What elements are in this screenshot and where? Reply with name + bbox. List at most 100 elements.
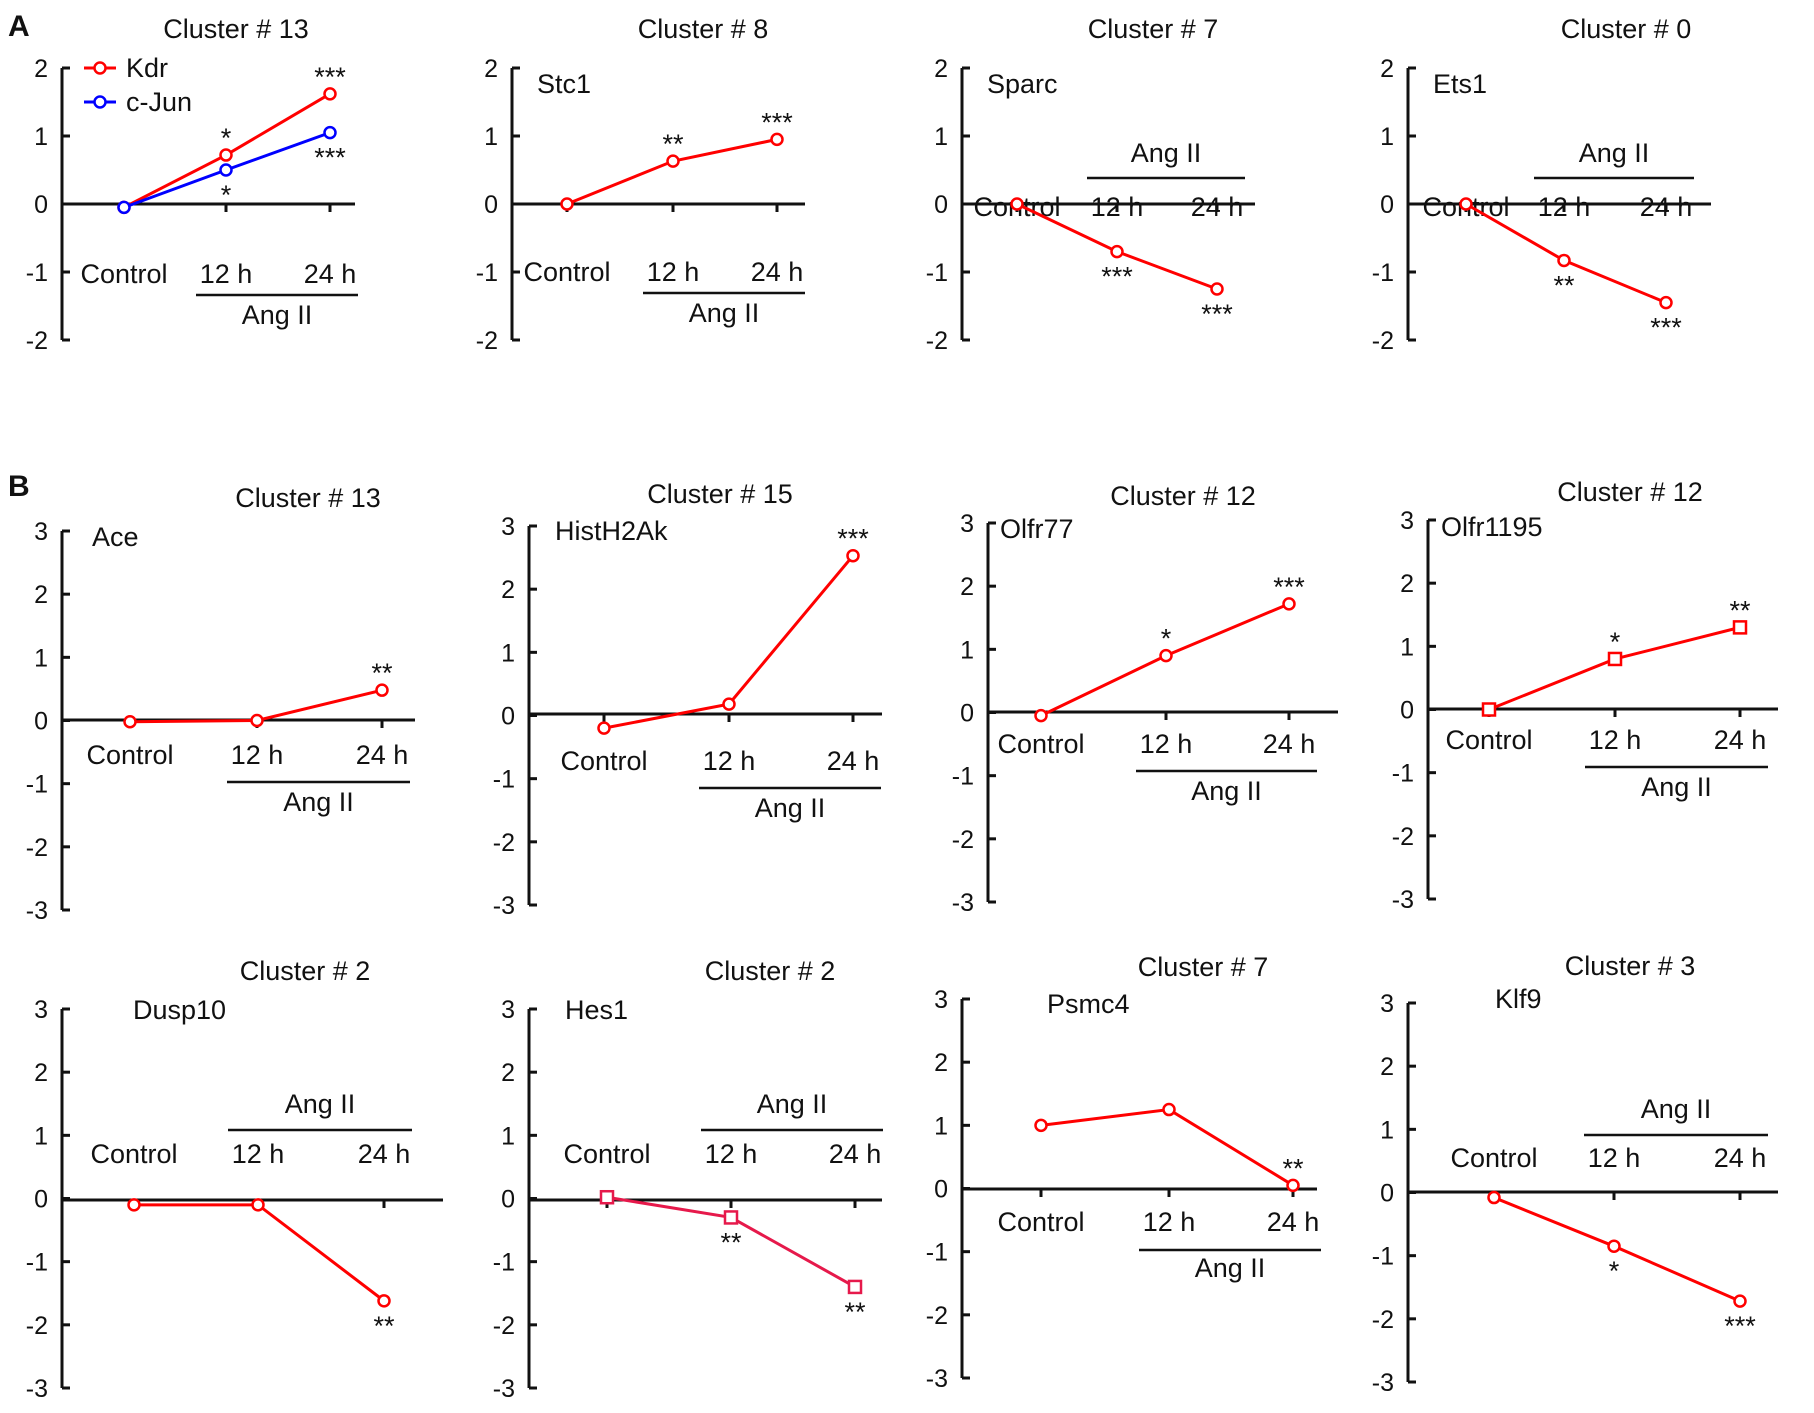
significance-marker: ** [1729,595,1751,625]
gene-label: Ace [92,522,139,552]
x-category-label: 12 h [1091,192,1144,222]
data-point [666,154,680,168]
x-category-label: Control [563,1139,650,1169]
y-tick-label: -3 [26,1375,48,1403]
data-point [599,1189,615,1205]
data-point [1733,1294,1747,1308]
x-category-label: 12 h [703,746,756,776]
y-tick-label: -3 [493,892,515,920]
y-tick-label: 3 [34,996,48,1024]
significance-marker: * [1161,624,1172,654]
x-category-label: 24 h [1263,729,1316,759]
y-tick-label: 3 [501,996,515,1024]
data-point [1162,1102,1176,1117]
y-tick-label: -2 [26,834,48,862]
x-category-label: 12 h [1143,1207,1196,1237]
y-tick-label: 2 [1380,55,1394,83]
x-category-label: Control [90,1139,177,1169]
data-point [770,132,784,147]
chart-title: Cluster # 13 [235,483,381,513]
significance-marker: *** [314,62,346,92]
significance-marker: *** [761,107,793,137]
y-tick-label: 0 [1380,191,1394,219]
y-tick-label: 3 [501,513,515,541]
significance-marker: *** [314,143,346,173]
y-tick-label: -3 [926,1365,948,1393]
data-point [123,715,137,729]
data-point [847,1279,863,1295]
treatment-bracket-label: Ang II [1131,138,1202,168]
x-category-label: 12 h [1538,192,1591,222]
x-category-label: 24 h [356,740,409,770]
x-category-label: Control [997,729,1084,759]
significance-marker: * [221,180,232,210]
x-category-label: Control [997,1207,1084,1237]
treatment-bracket-label: Ang II [689,298,760,328]
y-tick-label: -1 [926,1239,948,1267]
chart-title: Cluster # 15 [647,479,793,509]
y-tick-label: 1 [501,639,515,667]
y-tick-label: -2 [493,1312,515,1340]
chart-panel-1: 2 1 0 -1 -2 Cluster # 13 Control 12 h 24 h Ang II… [26,14,358,355]
y-tick-label: -1 [1372,1243,1394,1271]
data-point [1159,648,1173,663]
x-category-label: 12 h [200,259,253,289]
y-tick-label: -2 [493,829,515,857]
x-category-label: 12 h [647,257,700,287]
gene-label: Dusp10 [133,995,226,1025]
data-point [1557,253,1571,268]
y-tick-label: -2 [1372,327,1394,355]
y-tick-label: -1 [26,1249,48,1277]
y-tick-label: -2 [926,1302,948,1330]
x-category-label: 24 h [1640,192,1693,222]
gene-label: Sparc [987,69,1058,99]
chart-title: Cluster # 12 [1557,477,1703,507]
y-tick-label: -3 [1372,1369,1394,1397]
chart-panel-12: 3 2 1 0 -1 -2 -3 Cluster # 3 Klf9 Control 12 h 24 h… [1372,951,1778,1397]
significance-marker: *** [1724,1311,1756,1341]
treatment-bracket-label: Ang II [285,1089,356,1119]
treatment-bracket-label: Ang II [757,1089,828,1119]
significance-marker: ** [1282,1153,1304,1183]
panel-label-b: B [8,470,30,503]
data-point [375,683,389,697]
significance-marker: *** [1101,262,1133,292]
data-point [127,1198,141,1212]
y-tick-label: 0 [501,1186,515,1214]
y-tick-label: 2 [960,573,974,601]
significance-marker: ** [371,658,393,688]
y-tick-label: 1 [960,636,974,664]
significance-marker: ** [662,129,684,159]
panel-label-a: A [8,10,30,43]
y-tick-label: 2 [34,1059,48,1087]
chart-title: Cluster # 13 [163,14,309,44]
x-category-label: Control [1445,725,1532,755]
chart-panel-8: 3 2 1 0 -1 -2 -3 Cluster # 12 Olfr1195 Control 12 … [1392,477,1778,914]
y-tick-label: 2 [934,55,948,83]
legend: Kdr c-Jun [84,53,192,117]
legend-label: Kdr [126,53,168,83]
y-tick-label: -3 [952,889,974,917]
x-category-label: Control [523,257,610,287]
y-tick-label: 3 [934,986,948,1014]
data-point [1210,282,1224,296]
y-tick-label: 1 [1380,123,1394,151]
y-tick-label: -2 [476,327,498,355]
legend-label: c-Jun [126,87,192,117]
data-point [377,1294,391,1308]
y-tick-label: 2 [484,55,498,83]
chart-panel-9: 3 2 1 0 -1 -2 -3 Cluster # 2 Dusp10 Control 12 h 24… [26,956,443,1403]
chart-title: Cluster # 7 [1088,14,1219,44]
legend-marker [93,61,107,75]
data-point [1607,651,1623,667]
y-tick-label: 1 [934,123,948,151]
y-tick-label: -2 [926,327,948,355]
chart-grid: 2 1 0 -1 -2 Cluster # 13 Control 12 h 24 h Ang II… [26,14,1778,1403]
significance-marker: ** [373,1311,395,1341]
data-point [250,713,264,728]
significance-marker: ** [1553,270,1575,300]
x-category-label: 24 h [1191,192,1244,222]
chart-title: Cluster # 8 [638,14,769,44]
legend-marker [93,95,107,109]
y-tick-label: -2 [26,327,48,355]
